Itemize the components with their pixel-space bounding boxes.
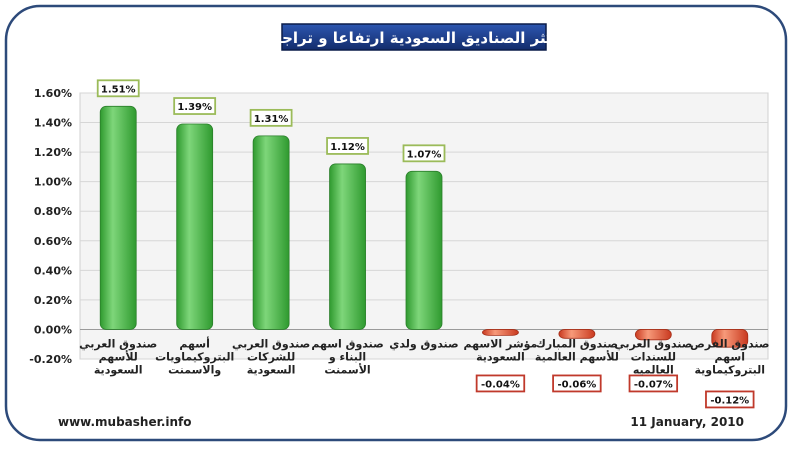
bar bbox=[99, 105, 137, 330]
bar bbox=[558, 329, 596, 339]
value-label-box bbox=[96, 79, 140, 98]
value-label-box bbox=[628, 374, 679, 393]
value-label-box bbox=[173, 97, 217, 115]
y-tick-label: 0.20% bbox=[34, 294, 72, 307]
chart-title: اكثر الصناديق السعودية ارتفاعا و تراجعا bbox=[268, 29, 560, 47]
value-label: -0.04% bbox=[481, 379, 520, 390]
value-label-box bbox=[705, 390, 755, 409]
value-label-box bbox=[552, 374, 602, 393]
bar bbox=[482, 329, 519, 336]
value-labels: 1.51% 1.39% 1.31% 1.12% 1.07% -0.04% -0.06% -0.… bbox=[96, 79, 755, 409]
source-text: www.mubasher.info bbox=[58, 415, 192, 429]
title-box bbox=[281, 23, 547, 51]
bars bbox=[99, 105, 749, 348]
value-label: 1.07% bbox=[407, 149, 442, 160]
value-label: -0.12% bbox=[710, 395, 749, 406]
x-tick-label: صندوق الفرص اسهم البتروكيماوية bbox=[690, 337, 769, 376]
bar bbox=[252, 135, 290, 330]
x-tick-label: صندوق العربي للسندات العالميه bbox=[614, 337, 692, 376]
x-tick-label: صندوق اسهم البناء و الأسمنت bbox=[311, 337, 383, 376]
y-tick-label: -0.20% bbox=[29, 353, 72, 366]
date-text: 11 January, 2010 bbox=[630, 415, 744, 429]
value-label-box bbox=[249, 108, 293, 127]
x-tick-label: صندوق العربي للأسهم السعودية bbox=[79, 337, 157, 376]
bar bbox=[405, 170, 443, 330]
y-axis-ticks: -0.20% 0.00% 0.20% 0.40% 0.60% 0.80% 1.00% 1.20… bbox=[29, 87, 72, 366]
x-tick-label: أسهم البتروكيماويات والاسمنت bbox=[155, 336, 234, 376]
value-label-box bbox=[402, 144, 446, 163]
x-tick-label: صندوق المبارك للأسهم العالمية bbox=[535, 337, 619, 363]
bar bbox=[634, 329, 672, 341]
y-tick-label: 1.40% bbox=[34, 117, 72, 130]
value-label: 1.39% bbox=[177, 102, 212, 113]
value-label-box bbox=[326, 137, 369, 155]
y-tick-label: 0.40% bbox=[34, 264, 72, 277]
y-tick-label: 1.20% bbox=[34, 146, 72, 159]
x-tick-label: صندوق ولدي bbox=[389, 337, 458, 350]
value-label: 1.12% bbox=[330, 142, 365, 153]
x-tick-label: مؤشر الاسهم السعودية bbox=[464, 337, 538, 363]
y-tick-label: 0.80% bbox=[34, 205, 72, 218]
y-tick-label: 0.60% bbox=[34, 235, 72, 248]
y-tick-label: 1.60% bbox=[34, 87, 72, 100]
bar bbox=[176, 123, 214, 330]
value-label: 1.51% bbox=[101, 84, 136, 95]
bar bbox=[329, 163, 366, 330]
y-tick-label: 1.00% bbox=[34, 176, 72, 189]
value-label: 1.31% bbox=[254, 114, 289, 125]
bar bbox=[711, 329, 749, 348]
value-label: -0.06% bbox=[557, 379, 596, 390]
x-tick-label: صندوق العربي للشركات السعودية bbox=[232, 337, 310, 376]
value-label: -0.07% bbox=[634, 379, 673, 390]
value-label-box bbox=[475, 374, 526, 393]
y-tick-label: 0.00% bbox=[34, 323, 72, 336]
